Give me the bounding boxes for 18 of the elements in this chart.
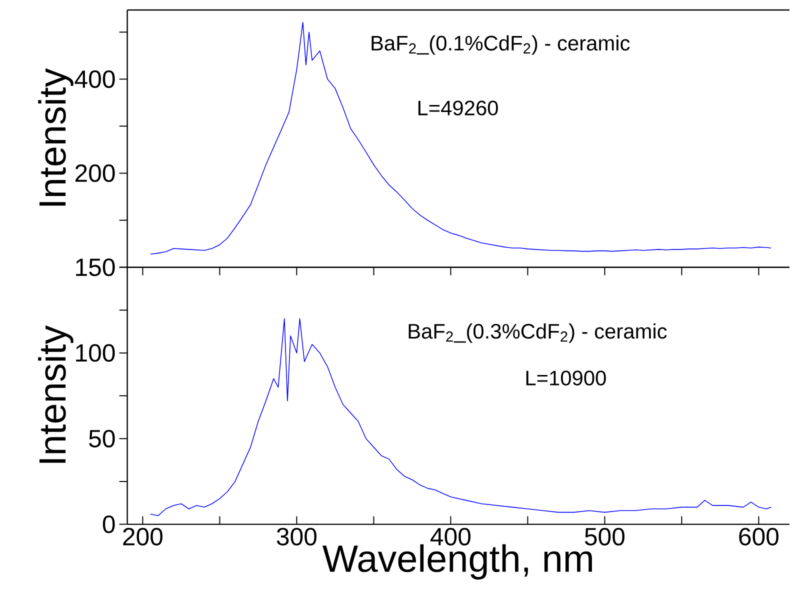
x-tick-label: 600 [739,528,778,546]
annotation: L=49260 [418,100,498,116]
y-axis-title: Intensity [38,68,74,206]
annotation: BaF$_{2}$_(0.1%CdF$_{2}$) - ceramic [372,35,630,55]
x-axis-title: Wavelength, nm [322,544,592,580]
annotation: L=10900 [526,370,606,386]
y-tick-label: 200 [75,164,115,182]
y-tick-label: 100 [76,344,115,362]
annotation: BaF$_{2}$_(0.3%CdF$_{2}$) - ceramic [408,323,667,343]
x-tick-label: 400 [430,528,470,546]
x-tick-label: 500 [584,528,624,546]
x-tick-label: 300 [276,528,316,546]
x-tick-label: 200 [123,528,162,546]
y-tick-label: 400 [74,70,115,88]
y-tick-label: 150 [76,258,115,276]
y-tick-label: 0 [102,515,115,534]
y-axis-title: Intensity [38,325,74,463]
y-tick-label: 50 [89,430,115,448]
